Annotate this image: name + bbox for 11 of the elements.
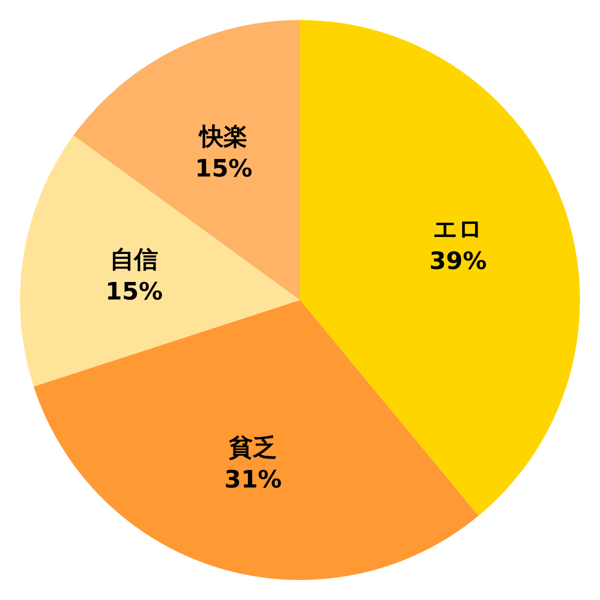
data-label: 39% <box>429 247 487 276</box>
data-label: 15% <box>195 154 252 182</box>
pie-slice <box>73 20 300 300</box>
slice-label: 自信 <box>110 246 158 274</box>
slice-label: 貧乏 <box>228 433 278 462</box>
pie-slice <box>300 20 580 516</box>
slice-label: 快楽 <box>198 122 248 150</box>
data-label: 31% <box>224 465 282 494</box>
pie-slice <box>34 300 478 580</box>
slice-label: エロ <box>433 215 484 244</box>
data-label: 15% <box>105 278 163 306</box>
